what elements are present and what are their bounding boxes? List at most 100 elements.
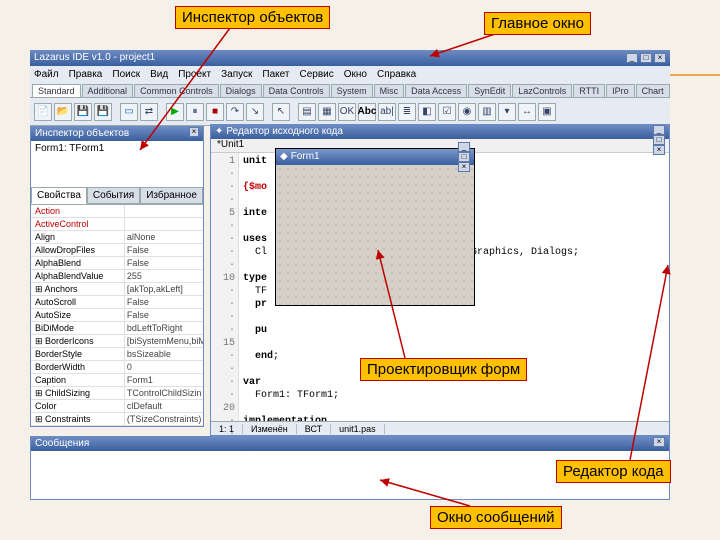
save-all-button[interactable]: 💾 <box>94 103 112 121</box>
component-tab-dialogs[interactable]: Dialogs <box>220 84 262 97</box>
property-value[interactable]: clDefault <box>124 400 203 412</box>
pause-button[interactable]: ⏸ <box>186 103 204 121</box>
comp-listbox-button[interactable]: ▥ <box>478 103 496 121</box>
property-row[interactable]: AlphaBlendFalse <box>31 257 203 270</box>
comp-button-button[interactable]: OK <box>338 103 356 121</box>
form-designer-surface[interactable] <box>276 165 474 305</box>
new-form-button[interactable]: ▭ <box>120 103 138 121</box>
open-button[interactable]: 📂 <box>54 103 72 121</box>
run-button[interactable]: ▶ <box>166 103 184 121</box>
property-value[interactable]: False <box>124 309 203 321</box>
property-value[interactable]: 255 <box>124 270 203 282</box>
property-row[interactable]: AlignalNone <box>31 231 203 244</box>
component-tab-standard[interactable]: Standard <box>32 84 81 97</box>
menu-сервис[interactable]: Сервис <box>299 69 333 80</box>
form-close-button[interactable]: × <box>458 162 470 172</box>
inspector-tab[interactable]: События <box>87 187 140 204</box>
component-tab-data-controls[interactable]: Data Controls <box>263 84 330 97</box>
component-tab-synedit[interactable]: SynEdit <box>468 84 511 97</box>
menu-запуск[interactable]: Запуск <box>221 69 252 80</box>
maximize-button[interactable]: □ <box>640 53 652 63</box>
property-row[interactable]: ⊞ Constraints(TSizeConstraints) <box>31 413 203 426</box>
comp-memo-button[interactable]: ≣ <box>398 103 416 121</box>
messages-close-button[interactable]: × <box>653 437 665 447</box>
comp-scrollbar-button[interactable]: ↔ <box>518 103 536 121</box>
comp-checkbox-button[interactable]: ☑ <box>438 103 456 121</box>
form-designer-window[interactable]: ◆ Form1 _ □ × <box>275 148 475 306</box>
property-row[interactable]: ⊞ Anchors[akTop,akLeft] <box>31 283 203 296</box>
component-tab-misc[interactable]: Misc <box>374 84 405 97</box>
property-row[interactable]: Action <box>31 205 203 218</box>
step-over-button[interactable]: ↷ <box>226 103 244 121</box>
property-value[interactable]: False <box>124 296 203 308</box>
minimize-button[interactable]: _ <box>626 53 638 63</box>
comp-groupbox-button[interactable]: ▣ <box>538 103 556 121</box>
property-value[interactable]: alNone <box>124 231 203 243</box>
property-value[interactable]: bsSizeable <box>124 348 203 360</box>
new-unit-button[interactable]: 📄 <box>34 103 52 121</box>
property-row[interactable]: AlphaBlendValue255 <box>31 270 203 283</box>
property-row[interactable]: ColorclDefault <box>31 400 203 413</box>
property-row[interactable]: ActiveControl <box>31 218 203 231</box>
form-designer-titlebar[interactable]: ◆ Form1 _ □ × <box>276 149 474 165</box>
menu-вид[interactable]: Вид <box>150 69 168 80</box>
form-minimize-button[interactable]: _ <box>458 142 470 152</box>
property-value[interactable]: bdLeftToRight <box>124 322 203 334</box>
menu-поиск[interactable]: Поиск <box>112 69 140 80</box>
component-tab-system[interactable]: System <box>331 84 373 97</box>
comp-label-button[interactable]: Abc <box>358 103 376 121</box>
component-tab-lazcontrols[interactable]: LazControls <box>512 84 572 97</box>
component-tab-rtti[interactable]: RTTI <box>573 84 605 97</box>
property-value[interactable] <box>124 218 203 230</box>
property-value[interactable]: TControlChildSizin <box>124 387 203 399</box>
property-value[interactable]: 0 <box>124 361 203 373</box>
property-value[interactable]: [biSystemMenu,biM <box>124 335 203 347</box>
property-value[interactable] <box>124 205 203 217</box>
comp-radiobutton-button[interactable]: ◉ <box>458 103 476 121</box>
component-tab-data-access[interactable]: Data Access <box>405 84 467 97</box>
property-grid[interactable]: ActionActiveControlAlignalNoneAllowDropF… <box>31 204 203 426</box>
pointer-tool-button[interactable]: ↖ <box>272 103 290 121</box>
inspector-tab[interactable]: Свойства <box>31 187 87 204</box>
comp-toggle-button[interactable]: ◧ <box>418 103 436 121</box>
property-row[interactable]: BorderStylebsSizeable <box>31 348 203 361</box>
inspector-tree[interactable]: Form1: TForm1 <box>31 141 203 187</box>
editor-maximize-button[interactable]: □ <box>653 135 665 145</box>
comp-mainmenu-button[interactable]: ▤ <box>298 103 316 121</box>
property-row[interactable]: ⊞ ChildSizingTControlChildSizin <box>31 387 203 400</box>
property-row[interactable]: AutoSizeFalse <box>31 309 203 322</box>
inspector-close-button[interactable]: × <box>189 127 199 137</box>
component-tab-common-controls[interactable]: Common Controls <box>134 84 219 97</box>
comp-combobox-button[interactable]: ▾ <box>498 103 516 121</box>
inspector-tree-item[interactable]: Form1: TForm1 <box>35 143 104 154</box>
property-row[interactable]: BiDiModebdLeftToRight <box>31 322 203 335</box>
menu-проект[interactable]: Проект <box>178 69 211 80</box>
property-row[interactable]: CaptionForm1 <box>31 374 203 387</box>
component-tab-additional[interactable]: Additional <box>82 84 134 97</box>
editor-minimize-button[interactable]: _ <box>653 125 665 135</box>
comp-popupmenu-button[interactable]: ▦ <box>318 103 336 121</box>
menu-пакет[interactable]: Пакет <box>262 69 289 80</box>
component-tab-chart[interactable]: Chart <box>636 84 670 97</box>
inspector-tab[interactable]: Избранное <box>140 187 203 204</box>
stop-button[interactable]: ■ <box>206 103 224 121</box>
menu-окно[interactable]: Окно <box>344 69 367 80</box>
menu-файл[interactable]: Файл <box>34 69 59 80</box>
toggle-form-unit-button[interactable]: ⇄ <box>140 103 158 121</box>
close-button[interactable]: × <box>654 53 666 63</box>
menu-справка[interactable]: Справка <box>377 69 416 80</box>
property-value[interactable]: [akTop,akLeft] <box>124 283 203 295</box>
property-row[interactable]: ⊞ BorderIcons[biSystemMenu,biM <box>31 335 203 348</box>
menu-правка[interactable]: Правка <box>69 69 103 80</box>
step-into-button[interactable]: ↘ <box>246 103 264 121</box>
save-button[interactable]: 💾 <box>74 103 92 121</box>
property-value[interactable]: Form1 <box>124 374 203 386</box>
property-row[interactable]: AllowDropFilesFalse <box>31 244 203 257</box>
property-row[interactable]: BorderWidth0 <box>31 361 203 374</box>
comp-edit-button[interactable]: ab| <box>378 103 396 121</box>
property-value[interactable]: False <box>124 244 203 256</box>
form-maximize-button[interactable]: □ <box>458 152 470 162</box>
component-tab-ipro[interactable]: IPro <box>606 84 635 97</box>
property-value[interactable]: False <box>124 257 203 269</box>
property-value[interactable]: (TSizeConstraints) <box>124 413 203 425</box>
